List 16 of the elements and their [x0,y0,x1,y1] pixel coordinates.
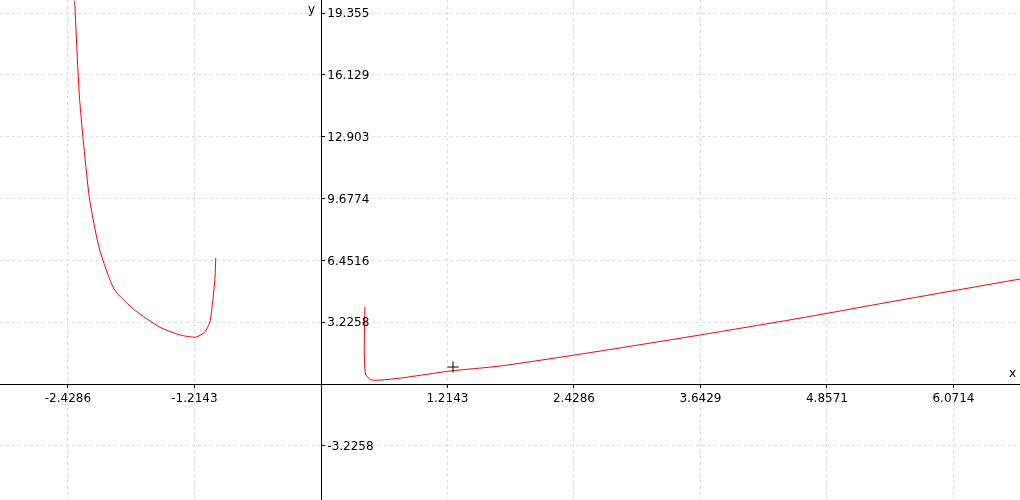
x-tick-label: 2.4286 [552,391,595,406]
x-tick-label: 3.6429 [679,391,722,406]
x-axis-title: x [1009,366,1017,380]
y-axis-title: y [308,2,316,16]
y-tick-label: 9.6774 [327,191,370,206]
x-tick-label: 4.8571 [805,391,848,406]
x-tick-label: -2.4286 [44,391,92,406]
y-tick-label: 6.4516 [327,253,370,268]
x-tick-label: -1.2143 [171,391,218,406]
y-tick-label: -3.2258 [327,439,374,454]
y-tick-label: 19.355 [327,6,370,21]
y-tick-label: 16.129 [327,68,370,83]
x-tick-label: 6.0714 [932,391,975,406]
line-series [74,0,217,338]
y-tick-label: 12.903 [327,129,370,144]
x-tick-label: 1.2143 [426,391,469,406]
